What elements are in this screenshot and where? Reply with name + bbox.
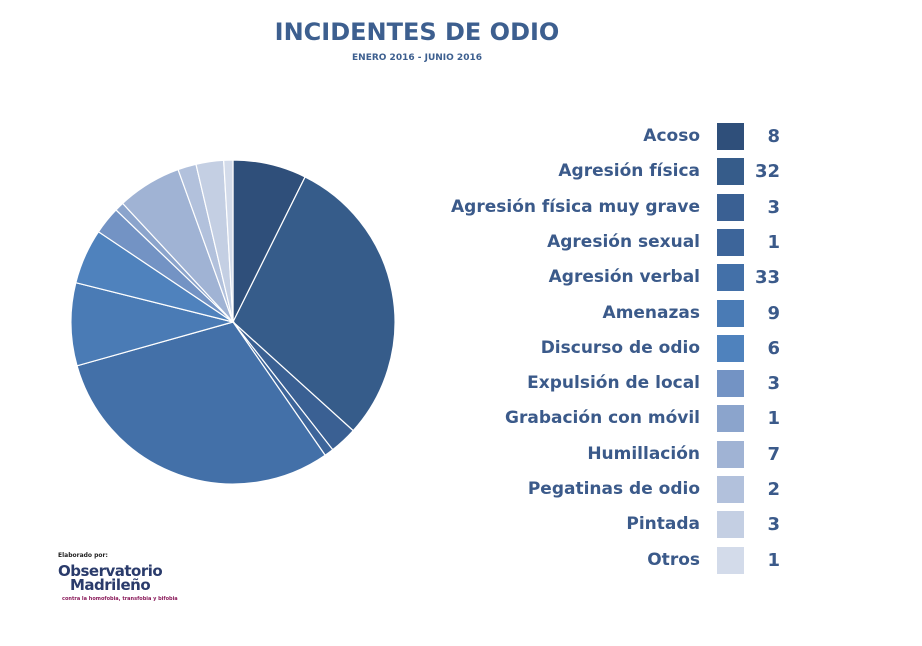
legend-swatch (717, 228, 744, 256)
data-label: 1 (767, 549, 780, 571)
legend-label: Agresión física muy grave (451, 196, 700, 217)
legend-swatch (717, 546, 744, 574)
data-label: 3 (767, 514, 780, 536)
legend-label: Agresión física (558, 161, 700, 182)
legend-item: Pegatinas de odio 2 (400, 476, 800, 504)
pie-slice-4 (76, 321, 327, 485)
legend-swatch (717, 158, 744, 186)
data-label: 7 (767, 443, 780, 465)
legend-label: Humillación (587, 443, 700, 464)
logo-tagline: contra la homofobia, transfobia y bifobi… (62, 596, 178, 602)
legend-swatch (717, 334, 744, 362)
pie-chart (70, 159, 396, 485)
legend-label: Otros (647, 549, 700, 570)
legend-swatch (717, 264, 744, 292)
legend-label: Amenazas (602, 302, 700, 323)
observatorio-logo: Elaborado por: Observatorio Madrileño con… (58, 552, 178, 602)
legend-item: Agresión verbal 33 (400, 264, 800, 292)
legend-swatch (717, 299, 744, 327)
chart-title: INCIDENTES DE ODIO (274, 18, 560, 46)
data-label: 9 (767, 302, 780, 324)
data-label: 32 (754, 161, 780, 183)
data-label: 8 (767, 126, 780, 147)
legend-label: Acoso (643, 126, 700, 146)
data-label: 3 (767, 196, 780, 218)
logo-credit: Elaborado por: (58, 552, 108, 559)
legend-swatch (717, 123, 744, 150)
legend-swatch (717, 193, 744, 221)
legend-item: Humillación 7 (400, 440, 800, 469)
legend-label: Agresión sexual (547, 231, 700, 252)
legend-item: Acoso 8 (400, 123, 800, 151)
legend-item: Grabación con móvil 1 (400, 405, 800, 433)
pie-slice-12 (223, 159, 234, 323)
legend-item: Agresión sexual 1 (400, 228, 800, 257)
legend-item: Discurso de odio 6 (400, 334, 800, 363)
legend-swatch (717, 405, 744, 433)
pie-slice-1 (232, 176, 396, 432)
legend-swatch (717, 440, 744, 468)
data-label: 33 (754, 267, 780, 289)
legend-item: Amenazas 9 (400, 299, 800, 328)
data-label: 1 (767, 231, 780, 253)
legend-label: Expulsión de local (527, 373, 700, 394)
legend-label: Discurso de odio (540, 337, 700, 358)
legend-swatch (717, 511, 744, 539)
data-label: 6 (767, 337, 780, 359)
data-label: 3 (767, 373, 780, 395)
legend-item: Otros 1 (400, 546, 800, 575)
legend-label: Pintada (626, 514, 700, 535)
legend-label: Grabación con móvil (505, 408, 700, 429)
legend-swatch (717, 370, 744, 398)
legend-item: Agresión física 32 (400, 158, 800, 186)
legend-swatch (717, 476, 744, 503)
legend-item: Agresión física muy grave 3 (400, 193, 800, 222)
legend-item: Expulsión de local 3 (400, 370, 800, 398)
data-label: 2 (767, 479, 780, 500)
logo-name: Observatorio Madrileño (58, 562, 163, 594)
data-label: 1 (767, 408, 780, 430)
legend-item: Pintada 3 (400, 511, 800, 539)
legend-label: Pegatinas de odio (527, 479, 700, 499)
chart-subtitle: ENERO 2016 - JUNIO 2016 (352, 53, 482, 63)
legend-label: Agresión verbal (548, 267, 700, 288)
